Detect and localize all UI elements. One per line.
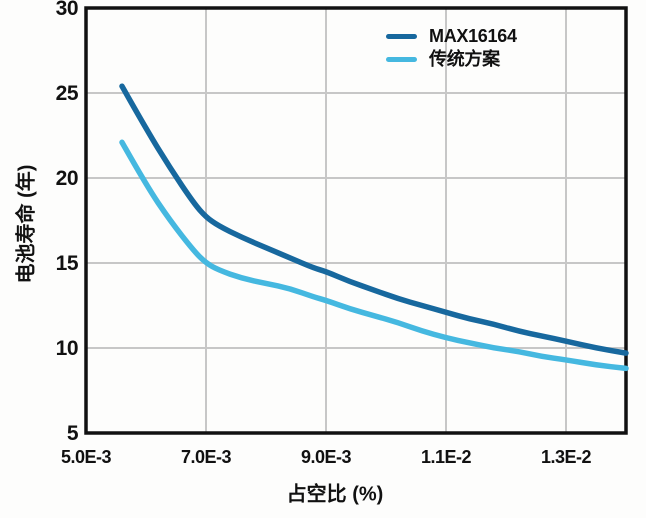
x-tick-label: 9.0E-3 — [300, 447, 352, 467]
y-tick-label: 25 — [55, 82, 79, 105]
series-line-traditional — [119, 139, 629, 372]
y-tick-label: 30 — [55, 0, 79, 20]
legend-swatch-max16164 — [386, 34, 417, 39]
x-tick-label: 5.0E-3 — [60, 447, 112, 467]
y-tick-label: 5 — [66, 422, 79, 445]
y-tick-label: 15 — [55, 252, 79, 275]
legend-label-traditional: 传统方案 — [429, 49, 500, 69]
legend-item-traditional: 传统方案 — [386, 49, 517, 70]
x-axis-title: 占空比 (%) — [286, 483, 384, 506]
x-tick-label: 7.0E-3 — [180, 447, 232, 467]
series-line-max16164 — [119, 83, 629, 356]
legend-label-max16164: MAX16164 — [429, 26, 517, 46]
legend: MAX16164 传统方案 — [386, 26, 517, 70]
axes-border — [84, 6, 628, 435]
y-tick-label: 20 — [55, 167, 79, 190]
x-tick-label: 1.1E-2 — [420, 447, 472, 467]
x-tick-label: 1.3E-2 — [540, 447, 592, 467]
legend-swatch-traditional — [386, 57, 417, 62]
legend-item-max16164: MAX16164 — [386, 26, 517, 47]
y-tick-label: 10 — [55, 337, 79, 360]
